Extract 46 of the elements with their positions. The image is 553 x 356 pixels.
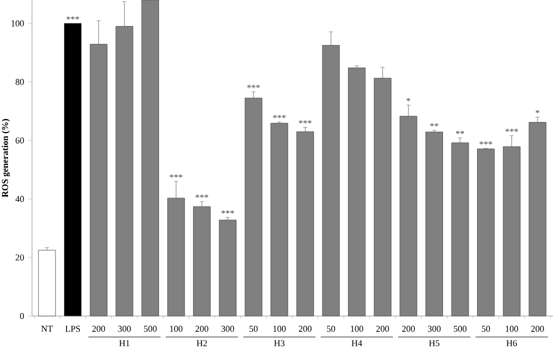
x-tick-label: 200 — [531, 326, 544, 332]
x-tick-label: 200 — [92, 326, 105, 332]
data-label: ** — [430, 123, 438, 126]
x-tick-label: LPS — [65, 326, 80, 332]
y-tick-label: 80 — [16, 78, 24, 85]
text: H5 — [429, 340, 440, 346]
data-label: *** — [66, 16, 80, 20]
x-tick-label: 100 — [273, 326, 286, 332]
text: H6 — [506, 340, 517, 346]
y-tick-label: 0 — [20, 312, 24, 320]
data-label: *** — [298, 120, 312, 124]
x-tick-label: 200 — [298, 326, 312, 332]
x-tick-label: 100 — [170, 326, 182, 332]
x-tick-label: 300 — [428, 326, 441, 332]
data-label: ** — [456, 130, 464, 134]
x-tick-label: 300 — [118, 326, 131, 332]
text: H4 — [352, 340, 362, 346]
text: H2 — [196, 340, 207, 346]
x-tick-label: 50 — [482, 326, 490, 332]
x-tick-label: 500 — [144, 326, 157, 332]
x-tick-label: 500 — [454, 326, 466, 332]
x-tick-label: NT — [41, 326, 53, 332]
data-label: *** — [196, 194, 208, 198]
data-label: *** — [273, 114, 286, 118]
y-tick-label: 40 — [15, 196, 24, 202]
data-label: *** — [480, 141, 492, 145]
data-label: * — [406, 98, 410, 102]
x-tick-label: 200 — [376, 326, 389, 332]
text: H1 — [119, 340, 130, 346]
x-tick-label: 200 — [196, 326, 208, 332]
x-tick-label: 50 — [327, 326, 336, 332]
x-tick-label: 100 — [506, 326, 518, 332]
y-tick-label: 100 — [12, 20, 24, 26]
data-label: * — [536, 110, 540, 114]
text: H3 — [274, 340, 284, 346]
data-label: *** — [505, 128, 518, 132]
x-tick-label: 300 — [221, 326, 234, 332]
data-label: *** — [247, 84, 260, 88]
data-label: *** — [170, 174, 182, 178]
x-tick-label: 200 — [402, 326, 415, 332]
data-label: *** — [221, 210, 234, 214]
x-tick-label: 100 — [350, 326, 364, 332]
y-axis-title: ROS generation (%) — [2, 119, 10, 198]
x-tick-label: 50 — [250, 326, 258, 332]
y-tick-label: 60 — [16, 137, 24, 144]
y-tick-label: 20 — [16, 254, 24, 261]
